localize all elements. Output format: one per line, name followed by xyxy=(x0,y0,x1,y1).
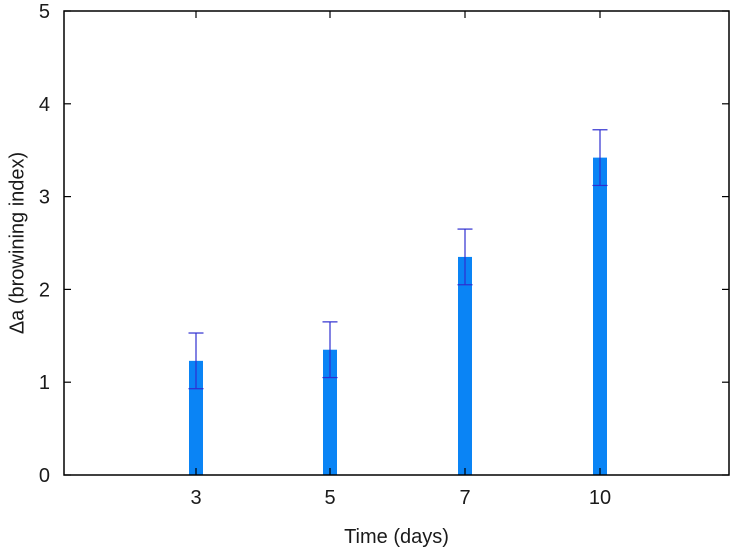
error-bar-3 xyxy=(188,332,204,390)
ticks-layer: 0 1 2 3 4 5 3 5 7 10 xyxy=(39,1,729,509)
x-tick-label-3: 3 xyxy=(190,487,201,509)
bar-10 xyxy=(593,157,607,475)
bar-7 xyxy=(458,256,472,475)
x-axis-label: Time (days) xyxy=(344,526,449,548)
x-tick-label-7: 7 xyxy=(459,487,470,509)
error-bars-layer xyxy=(188,129,608,390)
y-axis-label: Δa (browining index) xyxy=(6,152,28,334)
y-tick-label-0: 0 xyxy=(39,465,50,487)
y-tick-label-5: 5 xyxy=(39,1,50,23)
bars-layer xyxy=(189,157,607,475)
y-tick-label-2: 2 xyxy=(39,279,50,301)
bar-3 xyxy=(189,360,203,475)
plot-frame xyxy=(63,10,730,476)
error-bar-5 xyxy=(322,321,338,379)
x-tick-label-5: 5 xyxy=(324,487,335,509)
error-bar-10 xyxy=(592,129,608,187)
x-tick-label-10: 10 xyxy=(589,487,611,509)
bar-5 xyxy=(323,349,337,475)
y-tick-label-1: 1 xyxy=(39,372,50,394)
y-tick-label-4: 4 xyxy=(39,94,50,116)
y-tick-label-3: 3 xyxy=(39,187,50,209)
error-bar-7 xyxy=(457,228,473,286)
